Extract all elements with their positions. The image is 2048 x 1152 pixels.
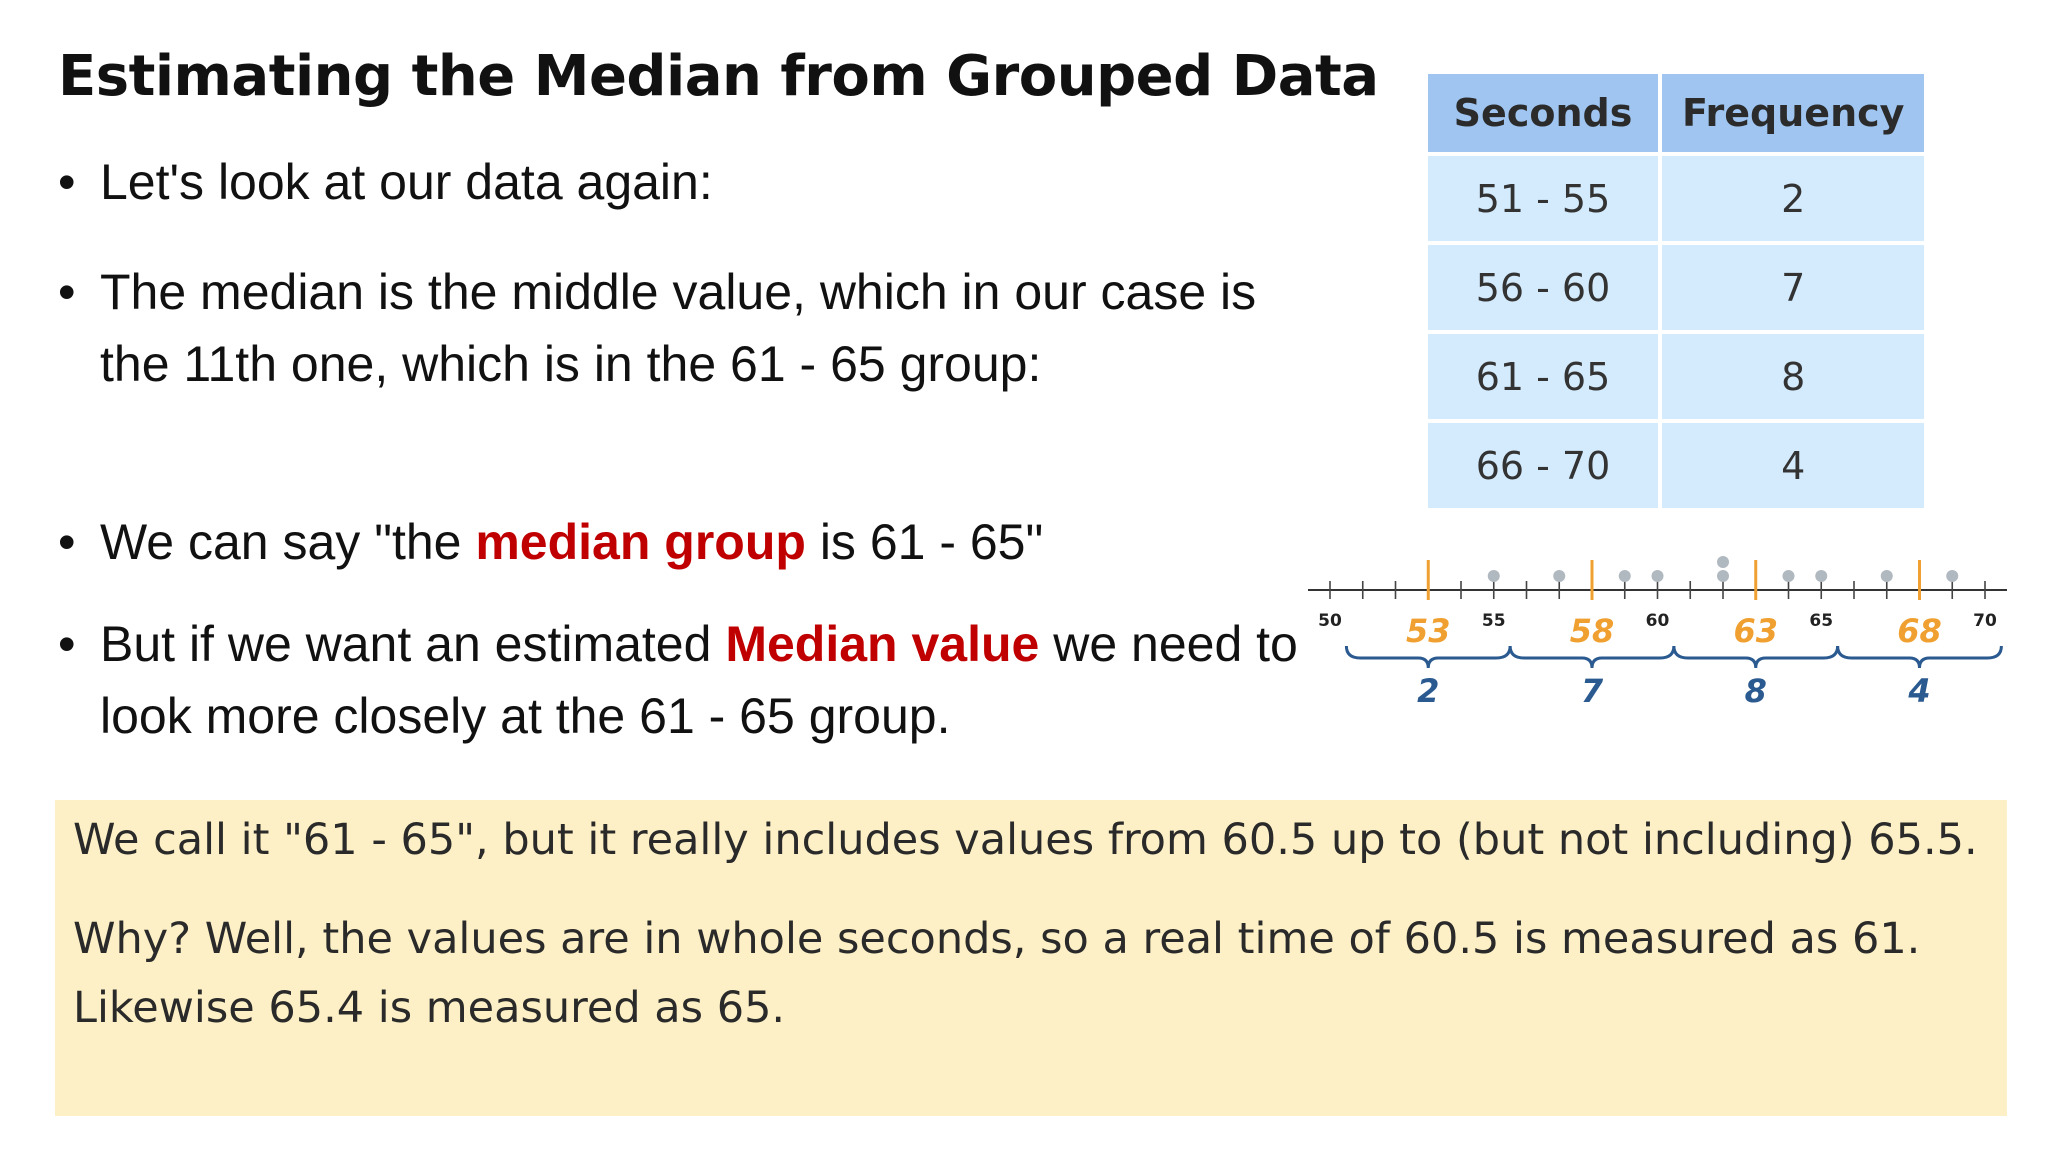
group-brace bbox=[1508, 645, 1676, 669]
tick-label: 70 bbox=[1973, 611, 1997, 631]
group-count-label: 7 bbox=[1581, 672, 1604, 710]
bullet-look-at-data: • Let's look at our data again: bbox=[58, 146, 1278, 218]
table-row: 61 - 65 8 bbox=[1428, 334, 1925, 419]
bullet-text: Let's look at our data again: bbox=[100, 154, 713, 210]
group-count-label: 4 bbox=[1907, 672, 1930, 710]
group-brace bbox=[1344, 645, 1512, 669]
tick-label: 50 bbox=[1318, 611, 1342, 631]
callout-paragraph-why: Why? Well, the values are in whole secon… bbox=[73, 914, 1921, 1033]
bullet-median-middle-value: • The median is the middle value, which … bbox=[58, 256, 1298, 400]
cell-seconds: 61 - 65 bbox=[1428, 334, 1658, 419]
group-count-label: 8 bbox=[1745, 672, 1767, 710]
highlight-median-value: Median value bbox=[725, 616, 1040, 672]
slide-title: Estimating the Median from Grouped Data bbox=[58, 44, 1379, 109]
group-brace bbox=[1672, 645, 1840, 669]
bullet-marker: • bbox=[58, 264, 76, 320]
cell-seconds: 66 - 70 bbox=[1428, 423, 1658, 508]
tick-label: 60 bbox=[1646, 611, 1670, 631]
cell-frequency: 8 bbox=[1662, 334, 1925, 419]
data-dot bbox=[1487, 570, 1500, 582]
cell-frequency: 7 bbox=[1662, 245, 1925, 330]
data-dot bbox=[1815, 570, 1828, 582]
table-header-row: Seconds Frequency bbox=[1428, 74, 1925, 152]
table-row: 51 - 55 2 bbox=[1428, 156, 1925, 241]
explanation-callout: We call it "61 - 65", but it really incl… bbox=[55, 800, 2007, 1116]
cell-seconds: 56 - 60 bbox=[1428, 245, 1658, 330]
bullet-text: But if we want an estimated Median value… bbox=[100, 616, 1298, 744]
table-row: 56 - 60 7 bbox=[1428, 245, 1925, 330]
data-dot bbox=[1880, 570, 1893, 582]
data-dot bbox=[1651, 570, 1664, 582]
group-brace bbox=[1836, 645, 2003, 669]
midpoint-label: 63 bbox=[1733, 612, 1778, 650]
bullet-text: We can say "the median group is 61 - 65" bbox=[100, 514, 1044, 570]
tick-label: 55 bbox=[1482, 611, 1506, 631]
cell-frequency: 4 bbox=[1662, 423, 1925, 508]
bullet-marker: • bbox=[58, 514, 76, 570]
data-dot bbox=[1553, 570, 1566, 582]
table-row: 66 - 70 4 bbox=[1428, 423, 1925, 508]
cell-seconds: 51 - 55 bbox=[1428, 156, 1658, 241]
tick-label: 65 bbox=[1809, 611, 1833, 631]
data-dot bbox=[1717, 556, 1729, 568]
bullet-marker: • bbox=[58, 154, 76, 210]
data-dot bbox=[1717, 570, 1729, 582]
data-dot bbox=[1618, 570, 1631, 582]
midpoint-label: 53 bbox=[1406, 612, 1451, 650]
bullet-estimated-median: • But if we want an estimated Median val… bbox=[58, 608, 1308, 752]
midpoint-label: 58 bbox=[1570, 612, 1615, 650]
bullet-text: The median is the middle value, which in… bbox=[100, 264, 1257, 392]
midpoint-label: 68 bbox=[1897, 612, 1942, 650]
bullet-marker: • bbox=[58, 616, 76, 672]
data-dot bbox=[1782, 570, 1795, 582]
frequency-table: Seconds Frequency 51 - 55 2 56 - 60 7 61… bbox=[1424, 70, 1928, 512]
column-header-frequency: Frequency bbox=[1662, 74, 1925, 152]
cell-frequency: 2 bbox=[1662, 156, 1925, 241]
callout-paragraph-boundaries: We call it "61 - 65", but it really incl… bbox=[73, 815, 1978, 865]
data-dot bbox=[1946, 570, 1959, 582]
number-line-diagram: 50 55 60 65 70 53 58 63 68 2 7 8 4 bbox=[1308, 556, 2007, 710]
group-count-label: 2 bbox=[1417, 672, 1439, 710]
highlight-median-group: median group bbox=[475, 514, 806, 570]
bullet-median-group: • We can say "the median group is 61 - 6… bbox=[58, 506, 1298, 578]
column-header-seconds: Seconds bbox=[1428, 74, 1658, 152]
